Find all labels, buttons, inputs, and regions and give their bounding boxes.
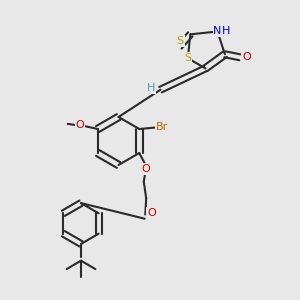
- Text: H: H: [147, 83, 155, 93]
- Text: O: O: [147, 208, 156, 218]
- Text: N: N: [213, 26, 222, 37]
- Text: H: H: [222, 26, 231, 36]
- Text: S: S: [184, 53, 191, 63]
- Text: O: O: [142, 164, 150, 174]
- Text: O: O: [242, 52, 251, 62]
- Text: O: O: [75, 120, 84, 130]
- Text: S: S: [177, 36, 184, 46]
- Text: Br: Br: [156, 122, 169, 133]
